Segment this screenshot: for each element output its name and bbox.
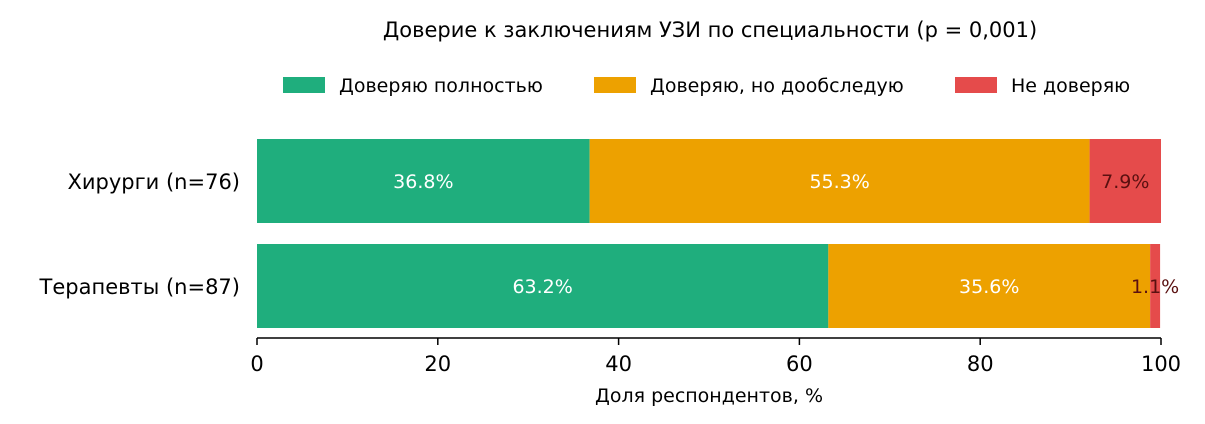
x-axis-label: Доля респондентов, % <box>595 385 823 407</box>
x-axis: 0 20 40 60 80 100 <box>250 337 1181 376</box>
bar-segment <box>257 244 829 328</box>
data-label: 55.3% <box>809 171 869 193</box>
x-tick-label: 20 <box>424 352 451 376</box>
x-tick-label: 80 <box>967 352 994 376</box>
y-tick-label: Хирурги (n=76) <box>68 170 241 194</box>
legend-swatch <box>955 77 997 93</box>
bars: 36.8% 55.3% 7.9% 63.2% 35.6% 1.1% <box>257 139 1179 328</box>
legend-item: Доверяю, но дообследую <box>594 75 904 97</box>
y-axis: Хирурги (n=76) Терапевты (n=87) <box>39 170 240 299</box>
data-label: 1.1% <box>1131 276 1179 298</box>
legend-label: Доверяю полностью <box>339 75 543 97</box>
legend: Доверяю полностью Доверяю, но дообследую Н… <box>283 75 1130 97</box>
data-label: 63.2% <box>512 276 572 298</box>
chart-title: Доверие к заключениям УЗИ по специальнос… <box>383 18 1037 42</box>
bar-segment <box>257 139 590 223</box>
bar-segment <box>828 244 1151 328</box>
legend-swatch <box>594 77 636 93</box>
data-label: 35.6% <box>959 276 1019 298</box>
legend-swatch <box>283 77 325 93</box>
legend-item: Доверяю полностью <box>283 75 543 97</box>
legend-label: Доверяю, но дообследую <box>650 75 904 97</box>
legend-label: Не доверяю <box>1011 75 1130 97</box>
x-tick-label: 40 <box>605 352 632 376</box>
x-tick-label: 100 <box>1141 352 1181 376</box>
bar-segment <box>589 139 1090 223</box>
x-tick-label: 0 <box>250 352 263 376</box>
y-tick-label: Терапевты (n=87) <box>39 275 240 299</box>
bar-segment <box>1089 139 1161 223</box>
legend-item: Не доверяю <box>955 75 1130 97</box>
data-label: 7.9% <box>1101 171 1149 193</box>
x-tick-label: 60 <box>786 352 813 376</box>
bar-segment <box>1150 244 1161 328</box>
data-label: 36.8% <box>393 171 453 193</box>
